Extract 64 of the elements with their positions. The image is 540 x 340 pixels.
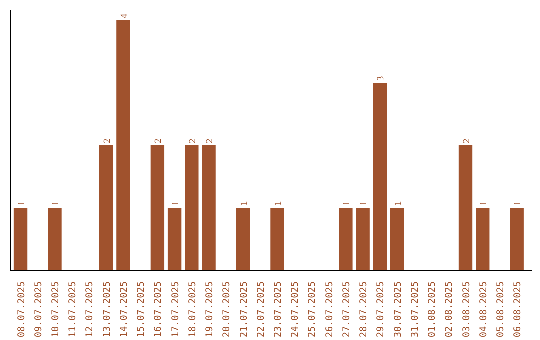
bar bbox=[116, 20, 130, 270]
bar bbox=[476, 208, 490, 270]
x-tick-label: 14.07.2025 bbox=[118, 281, 130, 338]
x-tick-label: 06.08.2025 bbox=[512, 281, 524, 338]
bar bbox=[185, 146, 199, 270]
x-tick-label: 27.07.2025 bbox=[341, 281, 352, 338]
x-tick-label: 05.08.2025 bbox=[495, 281, 506, 338]
data-label: 2 bbox=[154, 138, 164, 144]
data-label: 1 bbox=[342, 201, 352, 206]
data-label: 1 bbox=[171, 201, 182, 206]
x-tick-label: 09.07.2025 bbox=[33, 281, 44, 338]
data-label: 4 bbox=[120, 14, 130, 18]
x-tick-label: 31.07.2025 bbox=[410, 281, 421, 338]
x-tick-label: 13.07.2025 bbox=[102, 281, 113, 338]
bar bbox=[236, 208, 250, 270]
x-tick-label: 26.07.2025 bbox=[324, 281, 336, 338]
bar bbox=[48, 208, 62, 270]
data-label: 2 bbox=[206, 138, 216, 144]
data-label: 2 bbox=[462, 138, 472, 144]
bar bbox=[99, 146, 114, 270]
bar bbox=[390, 208, 404, 270]
bar bbox=[356, 208, 370, 270]
bar bbox=[270, 208, 284, 270]
x-tick-label: 17.07.2025 bbox=[170, 281, 182, 338]
x-tick-label: 21.07.2025 bbox=[238, 281, 250, 338]
bar bbox=[510, 208, 524, 270]
data-label: 1 bbox=[52, 201, 62, 206]
x-tick-label: 28.07.2025 bbox=[358, 281, 370, 338]
bar bbox=[14, 208, 28, 270]
x-tick-label: 10.07.2025 bbox=[50, 281, 62, 338]
x-tick-label: 02.08.2025 bbox=[444, 281, 456, 338]
x-tick-label: 29.07.2025 bbox=[376, 281, 387, 338]
x-tick-label: 08.07.2025 bbox=[16, 281, 28, 338]
x-tick-label: 03.08.2025 bbox=[461, 281, 472, 338]
data-label: 1 bbox=[479, 201, 490, 206]
x-tick-label: 20.07.2025 bbox=[222, 281, 233, 338]
x-tick-label: 12.07.2025 bbox=[84, 281, 96, 338]
data-label: 2 bbox=[102, 138, 113, 144]
x-tick-label: 15.07.2025 bbox=[136, 281, 148, 338]
x-tick-label: 16.07.2025 bbox=[153, 281, 164, 338]
data-label: 1 bbox=[17, 201, 28, 206]
x-tick-label: 04.08.2025 bbox=[478, 281, 490, 338]
data-label: 3 bbox=[376, 76, 387, 81]
x-tick-label: 18.07.2025 bbox=[187, 281, 198, 338]
bar bbox=[168, 208, 182, 270]
data-label: 1 bbox=[240, 201, 250, 206]
bar bbox=[339, 208, 353, 270]
data-label: 2 bbox=[188, 138, 198, 144]
data-label: 1 bbox=[394, 201, 404, 206]
bar bbox=[202, 146, 216, 270]
x-tick-label: 30.07.2025 bbox=[392, 281, 404, 338]
data-label: 1 bbox=[360, 201, 370, 206]
bar bbox=[373, 83, 388, 270]
x-tick-label: 11.07.2025 bbox=[68, 281, 79, 338]
x-tick-label: 22.07.2025 bbox=[256, 281, 267, 338]
bar bbox=[458, 146, 473, 270]
data-label: 1 bbox=[274, 201, 284, 206]
bar bbox=[150, 146, 165, 270]
data-label: 1 bbox=[514, 201, 524, 206]
x-tick-label: 19.07.2025 bbox=[204, 281, 216, 338]
x-tick-label: 01.08.2025 bbox=[427, 281, 438, 338]
x-tick-label: 25.07.2025 bbox=[307, 281, 318, 338]
x-tick-label: 24.07.2025 bbox=[290, 281, 302, 338]
x-tick-label: 23.07.2025 bbox=[272, 281, 284, 338]
